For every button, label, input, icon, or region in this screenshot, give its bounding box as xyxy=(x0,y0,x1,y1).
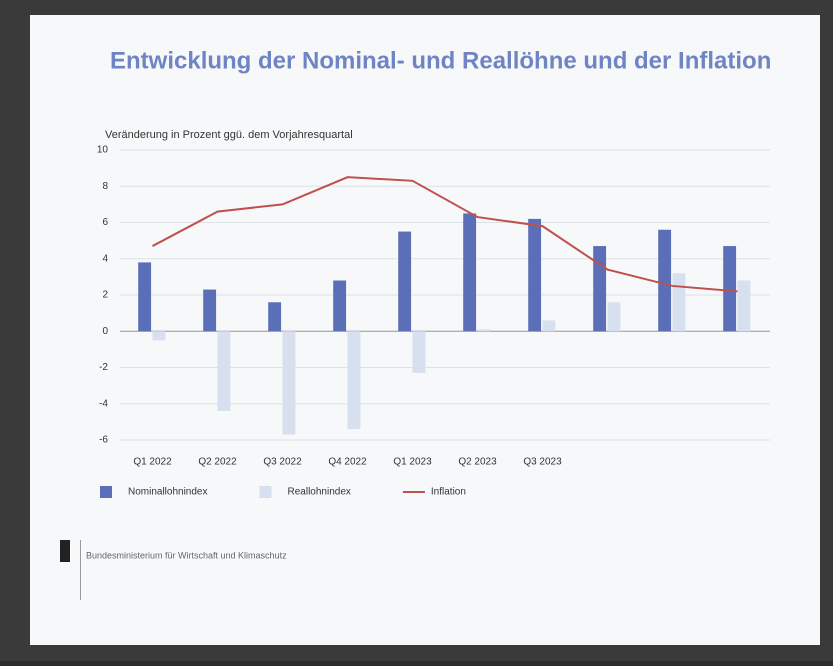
bar xyxy=(152,331,166,341)
bar xyxy=(347,331,361,430)
y-tick-label: -2 xyxy=(99,362,108,373)
bar xyxy=(203,289,217,332)
bar xyxy=(658,229,672,332)
bar xyxy=(138,262,152,332)
bar xyxy=(463,213,477,332)
y-tick-label: 6 xyxy=(102,217,108,228)
bar xyxy=(737,280,751,332)
x-tick-label: Q1 2022 xyxy=(133,457,172,468)
y-tick-label: 0 xyxy=(102,326,108,337)
bar xyxy=(723,246,737,332)
line xyxy=(152,176,738,293)
chart-subtitle: Veränderung in Prozent ggü. dem Vorjahre… xyxy=(105,129,353,141)
y-tick-label: 8 xyxy=(102,181,108,192)
bar xyxy=(477,329,491,332)
bar xyxy=(412,331,426,373)
legend-label: Inflation xyxy=(431,487,466,498)
x-tick-label: Q2 2023 xyxy=(458,457,497,468)
bar xyxy=(217,331,231,411)
bar xyxy=(398,231,412,332)
logo-text: Bundesministerium für Wirtschaft und Kli… xyxy=(86,550,287,560)
legend-swatch xyxy=(100,486,112,498)
x-tick-label: Q3 2022 xyxy=(263,457,302,468)
bar xyxy=(282,331,296,435)
y-tick-label: -4 xyxy=(99,398,108,409)
bar xyxy=(268,302,282,332)
y-tick-label: 4 xyxy=(102,253,108,264)
bar xyxy=(542,320,556,332)
logo-mark xyxy=(60,540,70,562)
y-tick-label: 2 xyxy=(102,290,108,301)
x-tick-label: Q3 2023 xyxy=(523,457,562,468)
bar xyxy=(333,280,347,332)
y-tick-label: -6 xyxy=(99,435,108,446)
x-tick-label: Q2 2022 xyxy=(198,457,237,468)
bar xyxy=(593,246,607,332)
logo-divider xyxy=(80,540,81,600)
legend-label: Reallohnindex xyxy=(288,487,351,498)
bar xyxy=(607,302,621,332)
x-tick-label: Q4 2022 xyxy=(328,457,367,468)
bar xyxy=(672,273,686,332)
chart-title: Entwicklung der Nominal- und Reallöhne u… xyxy=(110,47,771,74)
legend-swatch xyxy=(259,486,272,498)
x-tick-label: Q1 2023 xyxy=(393,457,432,468)
bar xyxy=(528,218,542,332)
y-tick-label: 10 xyxy=(97,145,109,156)
legend-label: Nominallohnindex xyxy=(128,487,208,498)
poster xyxy=(30,15,820,645)
